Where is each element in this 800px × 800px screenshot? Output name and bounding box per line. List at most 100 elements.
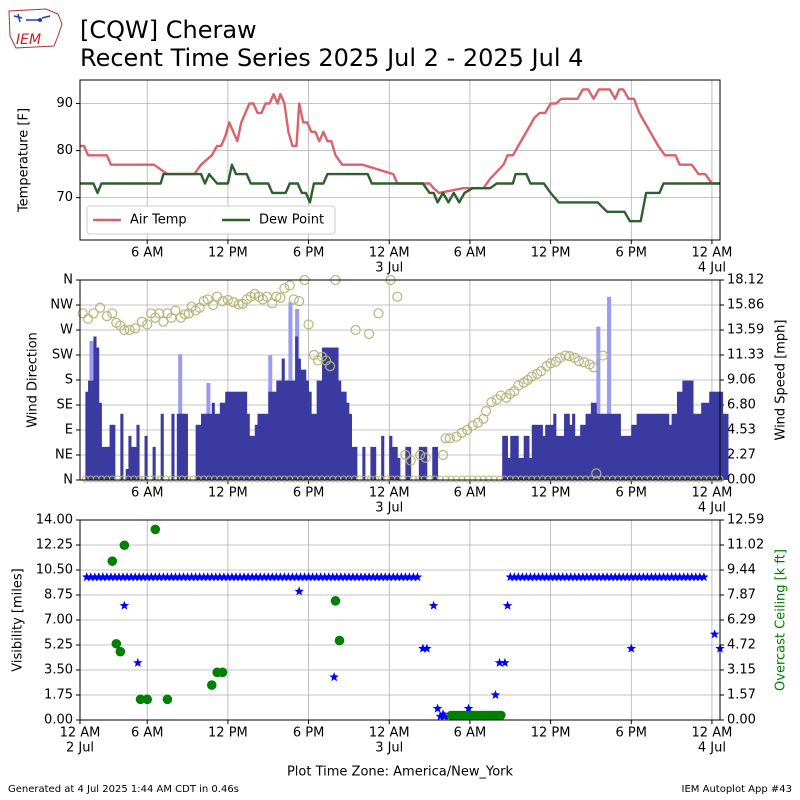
visibility-point	[146, 572, 156, 582]
wind-speed-bar	[227, 391, 231, 480]
vis-xtick-label: 12 AM	[369, 726, 410, 741]
temp-xtick-label: 12 AM	[369, 246, 410, 261]
wind-direction-point	[107, 308, 118, 319]
legend-dew-point-label: Dew Point	[259, 213, 324, 228]
wind-direction-point	[222, 294, 233, 306]
visibility-point	[646, 572, 657, 582]
visibility-point	[384, 572, 394, 582]
wind-speed-bar	[682, 380, 686, 480]
wind-calm-point	[350, 475, 358, 483]
wind-calm-point	[146, 475, 154, 483]
temp-ytick-label: 70	[56, 190, 73, 205]
wind-speed-bar	[561, 435, 565, 480]
wind-direction-point	[183, 308, 195, 319]
wind-calm-point	[452, 475, 460, 483]
visibility-point	[638, 572, 649, 582]
wind-speed-bar	[225, 391, 229, 480]
wind-speed-bar	[668, 424, 672, 480]
visibility-point	[307, 572, 318, 582]
wind-speed-bar	[300, 369, 304, 480]
visibility-point	[102, 572, 112, 582]
wind-calm-point	[302, 475, 310, 483]
wind-calm-point	[334, 475, 342, 483]
wind-direction-point	[142, 319, 153, 330]
wind-speed-bar	[639, 413, 643, 480]
wind-direction-point	[124, 324, 135, 336]
generated-timestamp: Generated at 4 Jul 2025 1:44 AM CDT in 0…	[8, 784, 239, 795]
wind-speed-bar	[133, 446, 137, 480]
wind-calm-point	[323, 475, 331, 483]
wind-speed-bar	[244, 391, 248, 480]
wind-xtick-label: 12 PM	[208, 486, 248, 501]
wind-dir-tick-label: NE	[55, 448, 73, 463]
wind-direction-point	[560, 350, 571, 361]
visibility-point	[537, 572, 548, 582]
wind-direction-point	[526, 371, 537, 382]
wind-speed-tick-label: 15.86	[727, 298, 764, 313]
wind-speed-bar	[526, 435, 530, 480]
wind-speed-bar	[596, 413, 600, 480]
visibility-point	[356, 572, 366, 582]
wind-speed-bar	[184, 413, 188, 480]
wind-speed-bar	[574, 435, 578, 480]
wind-speed-bar	[120, 413, 124, 480]
vis-tick-label: 7.00	[44, 613, 73, 628]
wind-direction-point	[233, 299, 244, 310]
wind-speed-bar	[308, 391, 312, 480]
visibility-point	[194, 572, 205, 582]
wind-calm-point	[307, 475, 315, 483]
visibility-point	[562, 572, 572, 582]
wind-speed-bar	[322, 347, 326, 480]
wind-speed-bar	[644, 413, 648, 480]
wind-speed-bar	[252, 435, 256, 480]
wind-direction-point	[513, 380, 524, 391]
wind-speed-bar	[633, 424, 638, 480]
wind-calm-point	[506, 475, 514, 483]
wind-speed-bar	[518, 457, 522, 480]
wind-speed-tick-label: 18.12	[727, 273, 764, 288]
wind-dir-tick-label: N	[63, 473, 73, 488]
visibility-point	[170, 572, 181, 582]
wind-speed-bar	[531, 424, 535, 480]
wind-calm-point	[286, 475, 294, 483]
wind-calm-point	[216, 475, 224, 483]
visibility-point	[428, 600, 439, 610]
visibility-point	[582, 572, 592, 582]
visibility-point	[517, 572, 528, 582]
vis-tick-label: 1.75	[44, 688, 73, 703]
visibility-point	[294, 586, 304, 596]
wind-speed-bar	[222, 402, 226, 480]
visibility-point	[303, 572, 314, 582]
vis-xlabel: Plot Time Zone: America/New_York	[287, 765, 514, 780]
dew-point-line	[80, 163, 720, 223]
wind-speed-bar	[203, 413, 207, 480]
vis-tick-label: 10.50	[36, 563, 73, 578]
wind-speed-bar	[620, 435, 624, 480]
temp-xtick-label: 6 PM	[616, 246, 647, 261]
visibility-point	[94, 572, 104, 582]
wind-gust-bar	[607, 296, 612, 480]
wind-calm-point	[512, 475, 520, 483]
ceiling-point	[111, 638, 122, 649]
wind-calm-point	[711, 475, 719, 483]
visibility-point	[691, 572, 701, 582]
visibility-point	[203, 572, 213, 582]
wind-speed-bar	[389, 435, 393, 480]
ceiling-point	[330, 596, 341, 606]
visibility-point	[364, 572, 374, 582]
vis-xtick-date-label: 3 Jul	[375, 741, 403, 756]
wind-calm-point	[340, 475, 348, 483]
wind-speed-bar	[391, 446, 396, 480]
wind-calm-point	[356, 475, 364, 483]
visibility-point	[320, 572, 330, 582]
wind-direction-point	[591, 468, 602, 479]
visibility-point	[570, 572, 580, 582]
wind-direction-point	[136, 316, 147, 327]
wind-calm-point	[485, 475, 493, 483]
wind-direction-point	[130, 323, 141, 334]
wind-speed-bar	[346, 402, 350, 480]
wind-calm-point	[173, 475, 181, 483]
logo-text: IEM	[16, 32, 41, 48]
visibility-point	[392, 572, 403, 582]
